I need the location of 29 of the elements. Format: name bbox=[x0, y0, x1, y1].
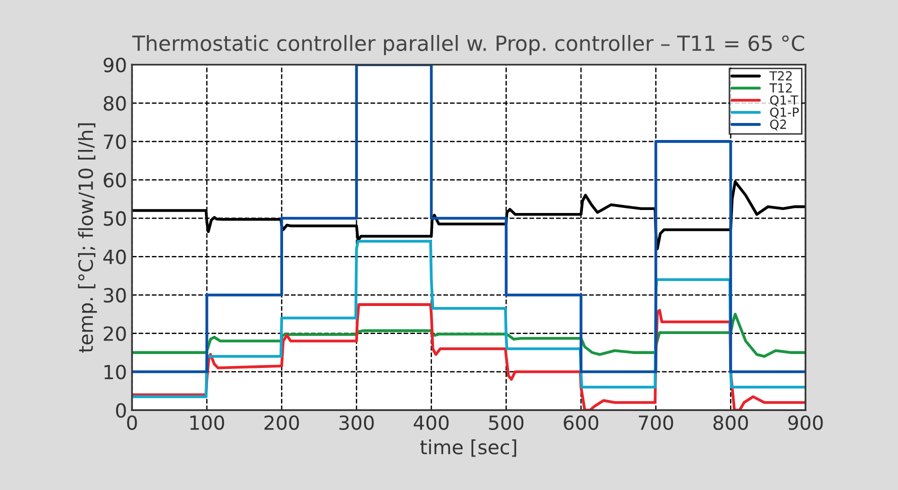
x-tick-label: 100 bbox=[190, 415, 224, 430]
y-axis-title: temp. [°C]; flow/10 [l/h] bbox=[78, 123, 97, 353]
x-tick-label: 500 bbox=[489, 415, 524, 430]
y-tick-label: 60 bbox=[104, 172, 126, 188]
y-tick-label: 50 bbox=[104, 211, 126, 226]
x-tick-label: 300 bbox=[339, 415, 374, 430]
legend-label: Q1-T bbox=[770, 95, 798, 106]
legend-label: T12 bbox=[769, 83, 792, 93]
x-tick-label: 200 bbox=[264, 415, 299, 430]
x-axis-title: time [sec] bbox=[420, 439, 516, 457]
x-tick-label: 600 bbox=[564, 415, 598, 430]
x-tick-label: 700 bbox=[638, 415, 674, 430]
x-tick-label: 900 bbox=[788, 415, 823, 430]
legend-label: Q2 bbox=[770, 120, 786, 130]
line-series bbox=[132, 312, 806, 358]
x-tick-label: 800 bbox=[713, 415, 748, 430]
chart-title: Thermostatic controller parallel w. Prop. controller – T11 = 65 °C bbox=[132, 34, 804, 56]
y-tick-label: 40 bbox=[103, 250, 126, 264]
y-tick-label: 80 bbox=[104, 96, 126, 111]
y-tick-label: 70 bbox=[104, 134, 126, 150]
legend-label: T22 bbox=[769, 71, 792, 80]
y-tick-label: 30 bbox=[104, 288, 126, 303]
y-tick-label: 90 bbox=[104, 58, 126, 72]
x-tick-label: 0 bbox=[127, 415, 137, 430]
y-tick-label: 20 bbox=[104, 326, 126, 342]
y-tick-label: 10 bbox=[104, 364, 126, 380]
legend-label: Q1-P bbox=[770, 107, 799, 118]
y-tick-label: 0 bbox=[116, 403, 126, 418]
x-tick-label: 400 bbox=[414, 415, 449, 430]
